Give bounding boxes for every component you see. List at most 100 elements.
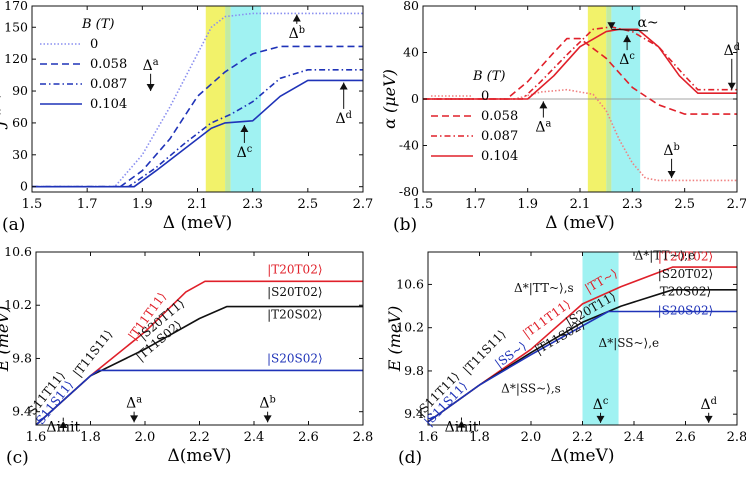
legend-label-b-0: 0 [481,89,489,104]
band-a-0 [205,6,226,192]
annotation-label-b-4: α~ [637,15,658,31]
ytick-label-a-6: 170 [4,0,28,13]
state-label-c-2: |T20S02⟩ [267,308,323,322]
series-line-c-2 [36,369,363,425]
state-label-d-14: Δ*|SS~⟩,e [599,336,660,350]
xtick-label-b-3: 2.1 [570,197,591,212]
series-line-a-1 [32,45,363,188]
ytick-label-d-0: 9.4 [404,406,424,421]
series-line-a-2 [32,69,363,188]
panel-label-a: (a) [2,215,25,235]
xlabel-d: Δ(meV) [551,446,615,466]
legend-label-a-1: 0.058 [90,57,127,72]
xtick-label-c-5: 2.6 [298,430,319,445]
series-line-a-0 [32,12,363,188]
legend-title-b: B (T) [472,69,506,84]
legend-label-a-0: 0 [90,37,98,52]
series-line-b-1 [423,37,737,115]
xlabel-b: Δ (meV) [545,213,614,233]
ytick-label-a-0: 0 [20,179,28,194]
xtick-label-b-2: 1.9 [517,197,538,212]
annotation-label-c-1: Δa [126,394,142,412]
panel-b: 1.5 1.7 1.9 2.1 2.3 2.5 2.7 -80 -40 0 40 80 Δ (meV) α… [380,0,746,235]
annotation-arrowhead-a-2 [240,125,249,133]
annotation-arrowhead-c-1 [130,415,139,423]
annotation-arrowhead-c-2 [263,415,272,423]
ylabel-b: α (μeV) [380,69,399,129]
xtick-label-c-3: 2.2 [189,430,210,445]
ytick-label-b-1: -40 [399,138,419,153]
state-label-d-3: |S20S02⟩ [658,304,714,318]
state-label-d-12: Δ*|TT~⟩,s [514,281,574,295]
state-label-c-0: |T20T02⟩ [267,262,322,276]
xtick-label-b-6: 2.7 [727,197,746,212]
annotation-label-d-2: Δd [700,395,716,413]
ytick-label-c-0: 9.4 [12,404,32,419]
ytick-label-b-4: 80 [403,0,419,13]
xtick-label-a-2: 1.9 [132,197,153,212]
xtick-label-d-1: 1.8 [469,430,490,445]
series-line-b-2 [423,26,737,100]
xlabel-c: Δ(meV) [168,446,232,466]
ytick-label-a-2: 60 [12,115,28,130]
legend-label-a-2: 0.087 [90,77,127,92]
xtick-label-b-1: 1.7 [465,197,486,212]
annotation-arrowhead-a-1 [292,14,301,22]
annotation-arrowhead-d-1 [596,415,605,423]
annotation-arrowhead-a-3 [339,82,348,90]
xtick-label-c-0: 1.6 [26,430,47,445]
xtick-label-b-0: 1.5 [413,197,434,212]
xtick-label-a-5: 2.5 [297,197,318,212]
ytick-label-b-2: 0 [411,91,419,106]
ytick-label-d-2: 10.2 [396,320,424,335]
xtick-label-a-6: 2.7 [353,197,374,212]
ytick-label-d-1: 9.8 [404,363,424,378]
annotation-arrowhead-b-4 [607,22,616,30]
annotation-arrowhead-c-0 [59,421,68,429]
ytick-label-a-3: 90 [12,83,28,98]
legend-label-a-3: 0.104 [90,97,127,112]
legend-title-a: B (T) [81,17,115,32]
axes-frame-c [35,251,364,426]
xtick-label-c-2: 2.0 [135,430,156,445]
panel-label-d: (d) [398,448,422,468]
ytick-label-b-3: 40 [403,45,419,60]
xtick-label-d-0: 1.6 [418,430,439,445]
xtick-label-a-3: 2.1 [187,197,208,212]
panel-label-b: (b) [393,215,417,235]
ytick-label-c-3: 10.6 [4,244,32,259]
legend-label-b-2: 0.087 [481,129,518,144]
axes-frame-a [31,5,364,193]
annotation-label-c-0: Δinit [46,420,80,436]
ytick-label-c-2: 10.2 [4,297,32,312]
state-label-d-2: T20S02⟩ [660,284,711,298]
annotation-label-a-1: Δb [289,24,305,42]
legend-label-b-1: 0.058 [481,109,518,124]
ylabel-d: E (meV) [385,306,404,372]
ytick-label-a-5: 150 [4,19,28,34]
annotation-arrowhead-a-0 [146,84,155,92]
xtick-label-a-0: 1.5 [22,197,43,212]
panel-a: 1.5 1.7 1.9 2.1 2.3 2.5 2.7 0 30 60 90 120 150 170 Δ (… [0,0,373,235]
xtick-label-c-6: 2.8 [353,430,374,445]
band-a-2 [230,6,261,192]
annotation-label-b-0: Δa [535,118,551,136]
panel-label-c: (c) [6,448,29,468]
annotation-arrowhead-d-2 [704,415,713,423]
xtick-label-c-4: 2.4 [244,430,265,445]
state-label-d-0: |T20T02⟩ [658,250,713,264]
series-line-b-0 [423,88,737,182]
ylabel-c: E (meV) [0,306,12,372]
xtick-label-b-4: 2.3 [622,197,643,212]
annotation-arrowhead-b-1 [667,171,676,179]
annotation-label-a-0: Δa [143,56,159,74]
annotation-arrowhead-b-2 [623,35,632,43]
xlabel-a: Δ (meV) [163,213,232,233]
xtick-label-d-4: 2.4 [624,430,645,445]
xtick-label-d-2: 2.0 [521,430,542,445]
annotation-label-b-3: Δd [724,41,740,59]
ytick-label-c-1: 9.8 [12,350,32,365]
annotation-arrowhead-d-0 [457,420,466,428]
annotation-arrowhead-b-3 [727,82,736,90]
